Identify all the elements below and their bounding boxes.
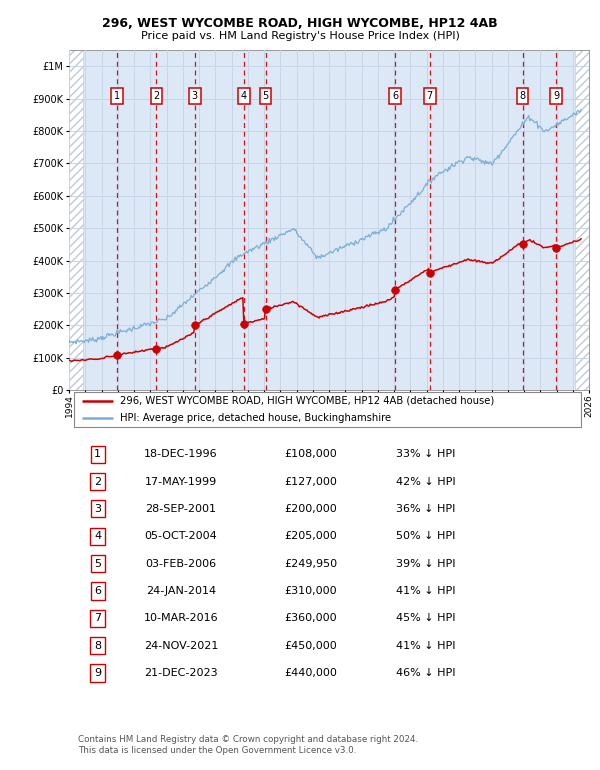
Text: 50% ↓ HPI: 50% ↓ HPI — [395, 531, 455, 541]
Text: £310,000: £310,000 — [284, 586, 337, 596]
Text: 2: 2 — [154, 91, 160, 101]
Text: 6: 6 — [94, 586, 101, 596]
Text: 6: 6 — [392, 91, 398, 101]
Text: 9: 9 — [553, 91, 559, 101]
Text: 36% ↓ HPI: 36% ↓ HPI — [395, 504, 455, 514]
Text: 03-FEB-2006: 03-FEB-2006 — [145, 558, 217, 568]
Text: 45% ↓ HPI: 45% ↓ HPI — [395, 613, 455, 623]
Text: 7: 7 — [94, 613, 101, 623]
Text: 41% ↓ HPI: 41% ↓ HPI — [395, 641, 455, 651]
Text: £108,000: £108,000 — [284, 449, 337, 459]
FancyBboxPatch shape — [74, 392, 581, 427]
Text: 7: 7 — [427, 91, 433, 101]
Text: £200,000: £200,000 — [284, 504, 337, 514]
Text: 5: 5 — [262, 91, 269, 101]
Text: 18-DEC-1996: 18-DEC-1996 — [144, 449, 218, 459]
Text: 3: 3 — [192, 91, 198, 101]
Text: 42% ↓ HPI: 42% ↓ HPI — [395, 477, 455, 487]
Text: 8: 8 — [520, 91, 526, 101]
Text: Contains HM Land Registry data © Crown copyright and database right 2024.: Contains HM Land Registry data © Crown c… — [79, 735, 418, 744]
Text: 46% ↓ HPI: 46% ↓ HPI — [395, 668, 455, 678]
Text: £440,000: £440,000 — [284, 668, 337, 678]
Text: 33% ↓ HPI: 33% ↓ HPI — [395, 449, 455, 459]
Text: £450,000: £450,000 — [284, 641, 337, 651]
Text: 5: 5 — [94, 558, 101, 568]
Text: 10-MAR-2016: 10-MAR-2016 — [143, 613, 218, 623]
Text: 1: 1 — [94, 449, 101, 459]
Text: 24-JAN-2014: 24-JAN-2014 — [146, 586, 216, 596]
Text: 05-OCT-2004: 05-OCT-2004 — [145, 531, 217, 541]
Text: £360,000: £360,000 — [284, 613, 337, 623]
Text: 8: 8 — [94, 641, 101, 651]
Text: 296, WEST WYCOMBE ROAD, HIGH WYCOMBE, HP12 4AB: 296, WEST WYCOMBE ROAD, HIGH WYCOMBE, HP… — [102, 17, 498, 30]
Text: Price paid vs. HM Land Registry's House Price Index (HPI): Price paid vs. HM Land Registry's House … — [140, 31, 460, 41]
Text: £127,000: £127,000 — [284, 477, 337, 487]
Text: 2: 2 — [94, 477, 101, 487]
Text: 3: 3 — [94, 504, 101, 514]
Text: 21-DEC-2023: 21-DEC-2023 — [144, 668, 218, 678]
Text: £205,000: £205,000 — [284, 531, 337, 541]
Text: HPI: Average price, detached house, Buckinghamshire: HPI: Average price, detached house, Buck… — [120, 413, 391, 424]
Text: This data is licensed under the Open Government Licence v3.0.: This data is licensed under the Open Gov… — [79, 745, 357, 755]
Text: 296, WEST WYCOMBE ROAD, HIGH WYCOMBE, HP12 4AB (detached house): 296, WEST WYCOMBE ROAD, HIGH WYCOMBE, HP… — [120, 396, 494, 406]
Text: 41% ↓ HPI: 41% ↓ HPI — [395, 586, 455, 596]
Text: 9: 9 — [94, 668, 101, 678]
Text: 39% ↓ HPI: 39% ↓ HPI — [395, 558, 455, 568]
Text: 28-SEP-2001: 28-SEP-2001 — [145, 504, 217, 514]
Text: 4: 4 — [241, 91, 247, 101]
Text: 24-NOV-2021: 24-NOV-2021 — [143, 641, 218, 651]
Text: £249,950: £249,950 — [284, 558, 337, 568]
Text: 1: 1 — [114, 91, 120, 101]
Text: 17-MAY-1999: 17-MAY-1999 — [145, 477, 217, 487]
Text: 4: 4 — [94, 531, 101, 541]
